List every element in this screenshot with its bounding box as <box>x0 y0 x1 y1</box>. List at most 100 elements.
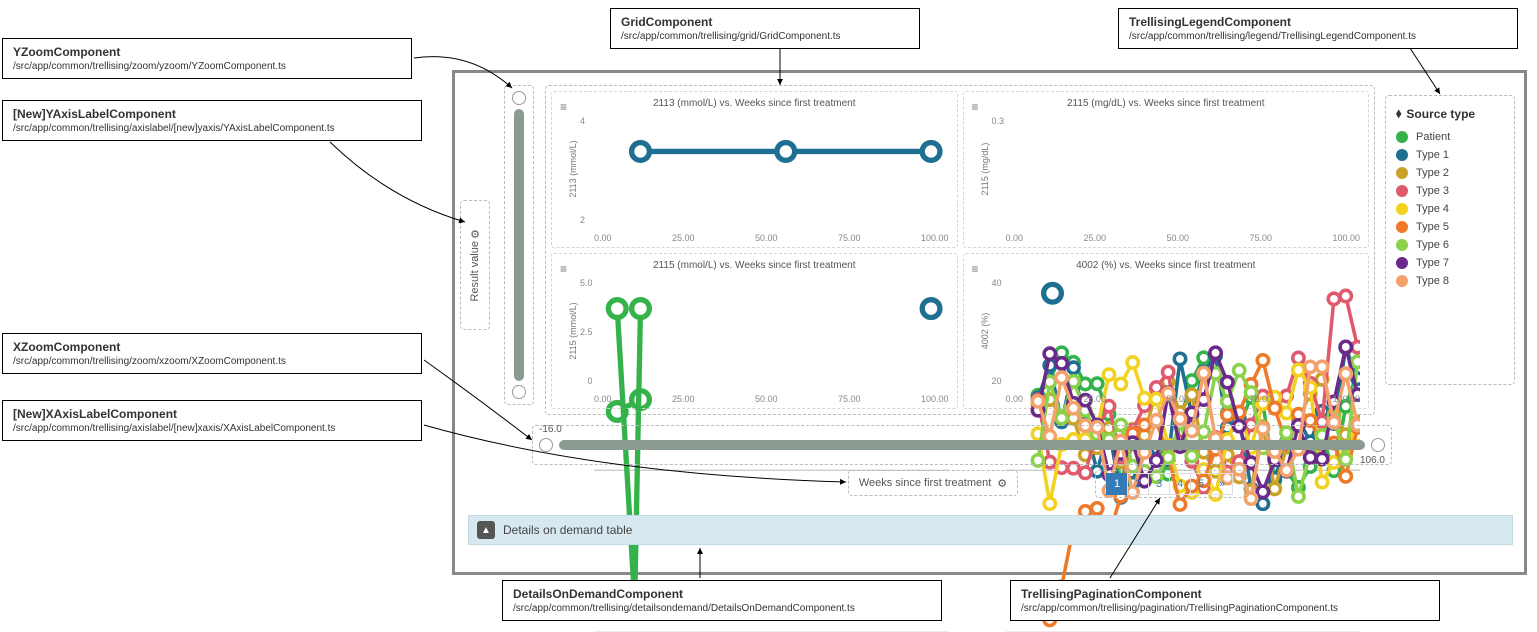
legend-item[interactable]: Type 4 <box>1396 203 1504 215</box>
y-zoom-component[interactable] <box>504 85 534 405</box>
y-axis-label-text: Result value <box>469 241 481 302</box>
slider-handle-top[interactable] <box>512 91 526 105</box>
annotation-path: /src/app/common/trellising/pagination/Tr… <box>1021 603 1429 614</box>
annotation-title: [New]YAxisLabelComponent <box>13 107 411 121</box>
page-4[interactable]: 4 <box>1169 473 1191 495</box>
chart-1: ≡ 2113 (mmol/L) vs. Weeks since first tr… <box>551 91 958 248</box>
page-2[interactable]: 2 <box>1127 473 1149 495</box>
annotation-path: /src/app/common/trellising/zoom/yzoom/YZ… <box>13 61 401 72</box>
legend-label: Type 3 <box>1416 185 1449 197</box>
legend-item[interactable]: Type 8 <box>1396 275 1504 287</box>
annotation-title: DetailsOnDemandComponent <box>513 587 931 601</box>
annotation-title: GridComponent <box>621 15 909 29</box>
chart-title: 2115 (mg/dL) vs. Weeks since first treat… <box>968 98 1365 109</box>
hamburger-icon[interactable]: ≡ <box>972 262 979 276</box>
legend-label: Type 1 <box>1416 149 1449 161</box>
legend-label: Type 7 <box>1416 257 1449 269</box>
legend-label: Type 4 <box>1416 203 1449 215</box>
legend-title: ⬧ Source type <box>1396 106 1504 121</box>
page-5[interactable]: 5 <box>1190 473 1212 495</box>
legend-item[interactable]: Type 7 <box>1396 257 1504 269</box>
annotation-path: /src/app/common/trellising/axislabel/[ne… <box>13 423 411 434</box>
chart-title: 2115 (mmol/L) vs. Weeks since first trea… <box>556 260 953 271</box>
slider-track[interactable] <box>514 109 524 381</box>
chart-yaxis: 42 <box>580 116 585 225</box>
annotation-title: XZoomComponent <box>13 340 411 354</box>
legend-swatch <box>1396 257 1408 269</box>
droplet-icon: ⬧ <box>1396 106 1401 121</box>
page-3[interactable]: 3 <box>1148 473 1170 495</box>
chart-xaxis: 0.0025.0050.0075.00100.00 <box>1006 233 1361 243</box>
legend-label: Type 6 <box>1416 239 1449 251</box>
chart-yaxis: 0.3 <box>992 116 1005 225</box>
chart-xaxis: 0.0025.0050.0075.00100.00 <box>594 394 949 404</box>
chart-2: ≡ 2115 (mg/dL) vs. Weeks since first tre… <box>963 91 1370 248</box>
xzoom-max: 106.0 <box>1360 455 1385 466</box>
annotation-grid: GridComponent /src/app/common/trellising… <box>610 8 920 49</box>
slider-handle-bottom[interactable] <box>512 385 526 399</box>
x-zoom-component[interactable]: -16.0 106.0 <box>532 425 1392 465</box>
chart-ylabel: 4002 (%) <box>980 312 990 349</box>
annotation-pagination: TrellisingPaginationComponent /src/app/c… <box>1010 580 1440 621</box>
legend-item[interactable]: Type 3 <box>1396 185 1504 197</box>
x-axis-label-component[interactable]: Weeks since first treatment ⚙ <box>848 470 1018 496</box>
legend-swatch <box>1396 221 1408 233</box>
legend-item[interactable]: Type 6 <box>1396 239 1504 251</box>
chart-yaxis: 5.02.50 <box>580 278 593 387</box>
chart-ylabel: 2113 (mmol/L) <box>568 141 578 198</box>
legend-item[interactable]: Type 1 <box>1396 149 1504 161</box>
legend-item[interactable]: Type 5 <box>1396 221 1504 233</box>
legend-swatch <box>1396 149 1408 161</box>
annotation-path: /src/app/common/trellising/grid/GridComp… <box>621 31 909 42</box>
hamburger-icon[interactable]: ≡ <box>972 100 979 114</box>
annotation-title: [New]XAxisLabelComponent <box>13 407 411 421</box>
trellising-pagination-component: 12345» <box>1095 470 1245 498</box>
legend-item[interactable]: Type 2 <box>1396 167 1504 179</box>
legend-swatch <box>1396 185 1408 197</box>
annotation-title: YZoomComponent <box>13 45 401 59</box>
chart-yaxis: 4020 <box>992 278 1002 387</box>
y-axis-label-component[interactable]: ⚙ Result value <box>460 200 490 330</box>
annotation-yzoom: YZoomComponent /src/app/common/trellisin… <box>2 38 412 79</box>
slider-track[interactable] <box>559 440 1365 450</box>
x-axis-label-text: Weeks since first treatment <box>859 477 991 489</box>
slider-handle-left[interactable] <box>539 438 553 452</box>
annotation-path: /src/app/common/trellising/detailsondema… <box>513 603 931 614</box>
details-label: Details on demand table <box>503 523 632 537</box>
legend-label: Type 2 <box>1416 167 1449 179</box>
legend-title-text: Source type <box>1406 107 1475 121</box>
legend-item[interactable]: Patient <box>1396 131 1504 143</box>
hamburger-icon[interactable]: ≡ <box>560 100 567 114</box>
annotation-title: TrellisingPaginationComponent <box>1021 587 1429 601</box>
gear-icon[interactable]: ⚙ <box>470 228 480 241</box>
legend-label: Type 5 <box>1416 221 1449 233</box>
grid-component: ≡ 2113 (mmol/L) vs. Weeks since first tr… <box>545 85 1375 415</box>
annotation-legend: TrellisingLegendComponent /src/app/commo… <box>1118 8 1518 49</box>
annotation-title: TrellisingLegendComponent <box>1129 15 1507 29</box>
chart-4: ≡ 4002 (%) vs. Weeks since first treatme… <box>963 253 1370 410</box>
trellising-legend-component: ⬧ Source type Patient Type 1 Type 2 Type 3 T… <box>1385 95 1515 385</box>
chevron-up-icon[interactable]: ▲ <box>477 521 495 539</box>
annotation-yaxislabel: [New]YAxisLabelComponent /src/app/common… <box>2 100 422 141</box>
chart-title: 4002 (%) vs. Weeks since first treatment <box>968 260 1365 271</box>
page-1[interactable]: 1 <box>1106 473 1128 495</box>
annotation-xzoom: XZoomComponent /src/app/common/trellisin… <box>2 333 422 374</box>
slider-handle-right[interactable] <box>1371 438 1385 452</box>
hamburger-icon[interactable]: ≡ <box>560 262 567 276</box>
legend-swatch <box>1396 131 1408 143</box>
annotation-path: /src/app/common/trellising/legend/Trelli… <box>1129 31 1507 42</box>
legend-swatch <box>1396 275 1408 287</box>
legend-swatch <box>1396 203 1408 215</box>
xzoom-min: -16.0 <box>539 424 562 435</box>
legend-label: Patient <box>1416 131 1450 143</box>
annotation-details: DetailsOnDemandComponent /src/app/common… <box>502 580 942 621</box>
gear-icon[interactable]: ⚙ <box>997 477 1007 490</box>
details-on-demand-component[interactable]: ▲ Details on demand table <box>468 515 1513 545</box>
annotation-xaxislabel: [New]XAxisLabelComponent /src/app/common… <box>2 400 422 441</box>
page-»[interactable]: » <box>1211 473 1233 495</box>
chart-xaxis: 0.0025.0050.0075.00100.00 <box>1006 394 1361 404</box>
annotation-path: /src/app/common/trellising/axislabel/[ne… <box>13 123 411 134</box>
chart-xaxis: 0.0025.0050.0075.00100.00 <box>594 233 949 243</box>
annotation-path: /src/app/common/trellising/zoom/xzoom/XZ… <box>13 356 411 367</box>
legend-label: Type 8 <box>1416 275 1449 287</box>
